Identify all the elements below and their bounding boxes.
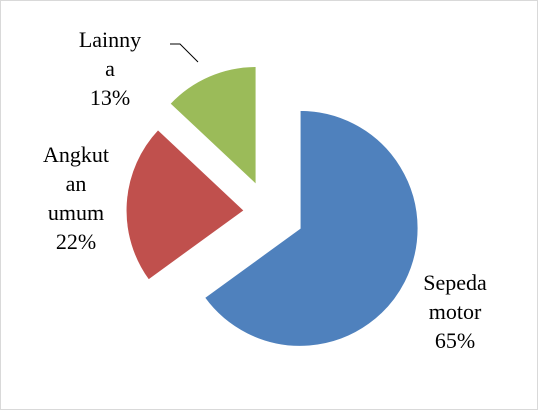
pie-slice — [203, 109, 419, 347]
leader-line — [170, 43, 199, 63]
slice-value: 22% — [55, 229, 97, 254]
pie-slice — [169, 65, 257, 186]
slice-value: 65% — [434, 328, 476, 353]
pie-slice — [125, 129, 245, 281]
slice-name: Lainnya — [78, 27, 142, 81]
slice-label: Lainnya 13% — [76, 25, 144, 112]
slice-label: Sepeda motor 65% — [405, 268, 505, 355]
slice-value: 13% — [89, 85, 131, 110]
slice-name: Sepeda motor — [423, 270, 487, 324]
slice-label: Angkutan umum 22% — [40, 140, 112, 256]
slice-name: Angkutan umum — [43, 142, 109, 225]
